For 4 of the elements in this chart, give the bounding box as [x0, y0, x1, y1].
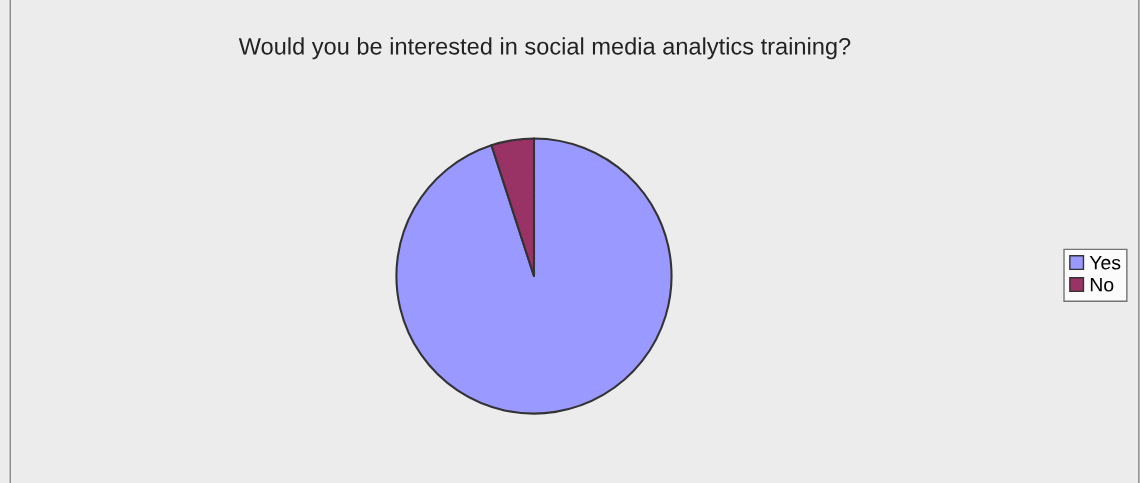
pie-slice	[395, 137, 673, 415]
legend-label: No	[1090, 277, 1114, 292]
legend-label: Yes	[1089, 255, 1121, 270]
chart-title: Would you be interested in social media analytics training?	[238, 37, 851, 60]
